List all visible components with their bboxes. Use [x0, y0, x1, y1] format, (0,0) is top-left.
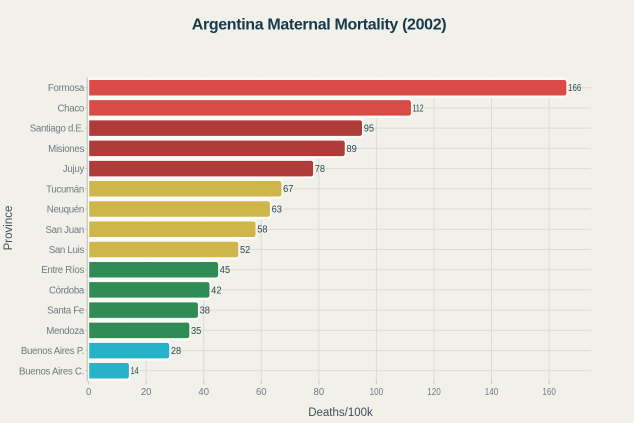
svg-text:Deaths/100k: Deaths/100k	[308, 407, 373, 419]
svg-text:San Juan: San Juan	[45, 225, 84, 236]
svg-text:166: 166	[568, 83, 582, 94]
svg-text:80: 80	[314, 387, 325, 398]
svg-text:52: 52	[240, 245, 250, 256]
svg-text:Buenos Aires P.: Buenos Aires P.	[21, 346, 84, 357]
svg-text:Mendoza: Mendoza	[46, 326, 85, 337]
svg-text:45: 45	[220, 265, 231, 276]
svg-text:Province: Province	[3, 206, 15, 251]
svg-text:63: 63	[272, 204, 283, 215]
svg-text:40: 40	[198, 387, 209, 398]
svg-text:Córdoba: Córdoba	[49, 285, 85, 296]
svg-text:Entre Ríos: Entre Ríos	[41, 265, 84, 276]
svg-text:28: 28	[171, 346, 182, 357]
svg-text:Santa Fe: Santa Fe	[47, 306, 84, 317]
svg-text:Argentina Maternal Mortality (: Argentina Maternal Mortality (2002)	[192, 16, 446, 33]
svg-text:112: 112	[413, 103, 424, 114]
svg-text:140: 140	[485, 387, 499, 398]
svg-text:100: 100	[370, 387, 384, 398]
svg-text:67: 67	[283, 184, 293, 195]
svg-text:35: 35	[191, 326, 202, 337]
svg-text:95: 95	[364, 124, 375, 135]
svg-text:San Luis: San Luis	[49, 245, 85, 256]
svg-text:Jujuy: Jujuy	[63, 164, 85, 175]
svg-text:38: 38	[200, 306, 211, 317]
svg-text:14: 14	[131, 366, 140, 377]
svg-text:89: 89	[346, 144, 356, 155]
svg-text:78: 78	[315, 164, 326, 175]
svg-text:Santiago d.E.: Santiago d.E.	[30, 124, 84, 135]
svg-text:42: 42	[211, 285, 221, 296]
svg-text:Misiones: Misiones	[48, 144, 84, 155]
svg-text:160: 160	[542, 387, 556, 398]
svg-text:Buenos Aires C.: Buenos Aires C.	[19, 366, 84, 377]
svg-text:Chaco: Chaco	[57, 103, 84, 114]
svg-text:Formosa: Formosa	[48, 83, 85, 94]
svg-text:20: 20	[141, 387, 152, 398]
svg-text:Neuquén: Neuquén	[47, 205, 84, 216]
svg-text:0: 0	[86, 387, 92, 398]
svg-text:60: 60	[256, 387, 267, 398]
svg-text:Tucumán: Tucumán	[46, 184, 84, 195]
svg-text:120: 120	[427, 387, 441, 398]
svg-text:58: 58	[257, 225, 268, 236]
